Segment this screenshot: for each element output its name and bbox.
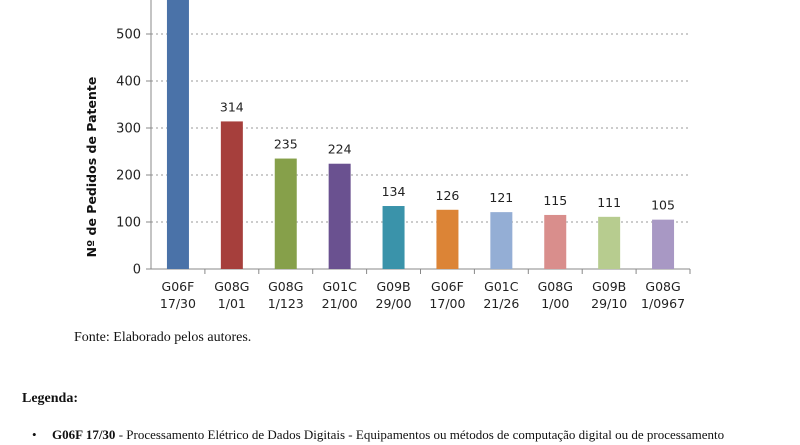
category-label: G08G bbox=[268, 279, 303, 294]
legend-list: • G06F 17/30 - Processamento Elétrico de… bbox=[20, 427, 724, 443]
y-tick-label: 500 bbox=[116, 28, 141, 43]
data-label: 115 bbox=[543, 193, 567, 208]
y-tick-label: 300 bbox=[116, 122, 141, 137]
y-tick-label: 400 bbox=[116, 75, 141, 90]
legend-title: Legenda: bbox=[22, 391, 78, 406]
legend-item: • G06F 17/30 - Processamento Elétrico de… bbox=[20, 427, 724, 443]
y-axis-title: Nº de Pedidos de Patente bbox=[84, 77, 99, 258]
category-label: 21/26 bbox=[483, 296, 519, 311]
y-tick-label: 0 bbox=[133, 263, 141, 278]
category-label: G06F bbox=[162, 279, 195, 294]
category-label: G08G bbox=[214, 279, 249, 294]
data-label: 235 bbox=[274, 137, 298, 152]
category-label: 1/01 bbox=[218, 296, 246, 311]
bar bbox=[382, 206, 405, 269]
bar bbox=[220, 121, 243, 269]
legend-item-code: G06F 17/30 bbox=[52, 427, 116, 442]
category-label: G01C bbox=[484, 279, 519, 294]
bar bbox=[166, 0, 189, 269]
category-label: 17/30 bbox=[160, 296, 196, 311]
category-label: G09B bbox=[592, 279, 626, 294]
bar bbox=[490, 212, 513, 269]
bullet-icon: • bbox=[32, 427, 37, 442]
source-note: Fonte: Elaborado pelos autores. bbox=[74, 330, 252, 345]
category-label: 29/10 bbox=[591, 296, 627, 311]
data-label: 111 bbox=[597, 195, 621, 210]
bar bbox=[598, 216, 621, 269]
category-label: 29/00 bbox=[376, 296, 412, 311]
bar bbox=[328, 163, 351, 269]
bar bbox=[274, 158, 297, 269]
category-label: 1/0967 bbox=[641, 296, 685, 311]
category-label: 1/123 bbox=[268, 296, 304, 311]
bar bbox=[436, 209, 459, 269]
data-label: 126 bbox=[436, 188, 460, 203]
data-label: 134 bbox=[382, 184, 406, 199]
category-label: G08G bbox=[645, 279, 680, 294]
y-tick-label: 100 bbox=[116, 216, 141, 231]
data-label: 224 bbox=[328, 142, 352, 157]
bar bbox=[652, 219, 675, 269]
category-label: 1/00 bbox=[541, 296, 569, 311]
category-label: G08G bbox=[538, 279, 573, 294]
category-label: 17/00 bbox=[429, 296, 465, 311]
category-label: 21/00 bbox=[322, 296, 358, 311]
bar-chart: 0 100 200 300 400 500 Nº de Pedidos de Patente… bbox=[84, 0, 691, 311]
category-label: G06F bbox=[431, 279, 464, 294]
legend-item-text: - Processamento Elétrico de Dados Digita… bbox=[115, 427, 725, 442]
bar bbox=[544, 214, 567, 269]
y-tick-label: 200 bbox=[116, 169, 141, 184]
data-label: 121 bbox=[489, 190, 513, 205]
category-label: G09B bbox=[376, 279, 410, 294]
data-label: 314 bbox=[220, 99, 244, 114]
category-label: G01C bbox=[322, 279, 357, 294]
data-label: 105 bbox=[651, 198, 675, 213]
